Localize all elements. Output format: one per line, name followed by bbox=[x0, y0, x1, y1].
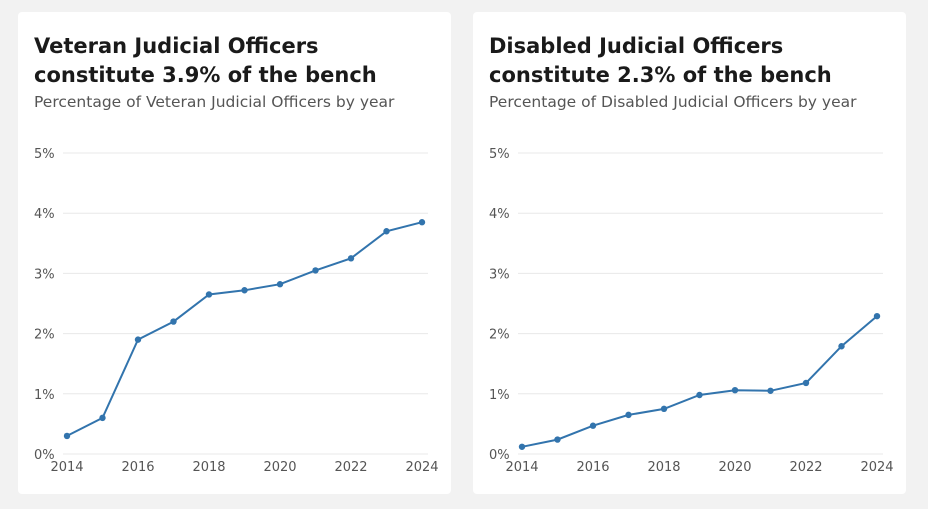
data-point bbox=[518, 443, 526, 450]
series-line bbox=[66, 221, 423, 437]
data-point bbox=[170, 318, 177, 325]
y-tick-label: 4% bbox=[489, 207, 510, 222]
x-tick-label: 2020 bbox=[263, 460, 296, 475]
x-tick-label: 2018 bbox=[192, 460, 225, 475]
data-point bbox=[767, 387, 774, 394]
data-point bbox=[383, 228, 390, 235]
x-tick-label: 2014 bbox=[505, 460, 538, 475]
data-point bbox=[660, 405, 668, 413]
chart-title: Veteran Judicial Officers constitute 3.9… bbox=[34, 34, 377, 87]
data-point bbox=[205, 291, 213, 298]
data-point bbox=[589, 422, 597, 429]
y-tick-label: 4% bbox=[34, 207, 55, 222]
veteran-chart-card: Veteran Judicial Officers constitute 3.9… bbox=[18, 12, 451, 494]
y-tick-label: 0% bbox=[489, 448, 510, 463]
data-point bbox=[625, 411, 632, 419]
y-tick-label: 1% bbox=[34, 388, 55, 403]
series-line bbox=[521, 315, 878, 448]
disabled-line-chart: 0% 1% 2% 3% 4% 5% 2014 2016 2018 2020 2022 2024 bbox=[489, 147, 894, 475]
x-tick-label: 2014 bbox=[50, 460, 83, 475]
data-point bbox=[838, 343, 845, 350]
data-point bbox=[696, 391, 703, 399]
data-point bbox=[276, 281, 284, 288]
y-tick-label: 2% bbox=[489, 328, 510, 343]
x-tick-label: 2016 bbox=[121, 460, 154, 475]
veteran-line-chart: 0% 1% 2% 3% 4% 5% 2014 2016 2018 2020 2022 2024 bbox=[34, 147, 439, 475]
y-tick-label: 1% bbox=[489, 388, 510, 403]
x-tick-label: 2018 bbox=[647, 460, 680, 475]
data-point bbox=[802, 379, 810, 387]
data-point bbox=[241, 287, 248, 294]
data-point bbox=[134, 336, 142, 343]
x-tick-label: 2024 bbox=[405, 460, 438, 475]
y-tick-label: 3% bbox=[489, 267, 510, 282]
x-tick-label: 2016 bbox=[576, 460, 609, 475]
x-tick-label: 2022 bbox=[789, 460, 822, 475]
chart-subtitle: Percentage of Veteran Judicial Officers … bbox=[34, 93, 395, 111]
data-point bbox=[554, 436, 561, 443]
y-tick-label: 5% bbox=[34, 147, 55, 162]
data-point bbox=[731, 386, 739, 394]
x-tick-label: 2022 bbox=[334, 460, 367, 475]
y-tick-label: 2% bbox=[34, 328, 55, 343]
data-point bbox=[312, 267, 319, 274]
data-point bbox=[418, 219, 426, 226]
data-point bbox=[873, 312, 881, 320]
y-tick-label: 3% bbox=[34, 267, 55, 282]
data-point bbox=[99, 414, 106, 422]
chart-subtitle: Percentage of Disabled Judicial Officers… bbox=[489, 93, 857, 111]
data-point bbox=[63, 432, 71, 440]
y-tick-label: 0% bbox=[34, 448, 55, 463]
chart-title: Disabled Judicial Officers constitute 2.… bbox=[489, 34, 832, 87]
y-tick-label: 5% bbox=[489, 147, 510, 162]
x-tick-label: 2024 bbox=[860, 460, 893, 475]
x-tick-label: 2020 bbox=[718, 460, 751, 475]
data-point bbox=[347, 255, 355, 262]
disabled-chart-card: Disabled Judicial Officers constitute 2.… bbox=[473, 12, 906, 494]
